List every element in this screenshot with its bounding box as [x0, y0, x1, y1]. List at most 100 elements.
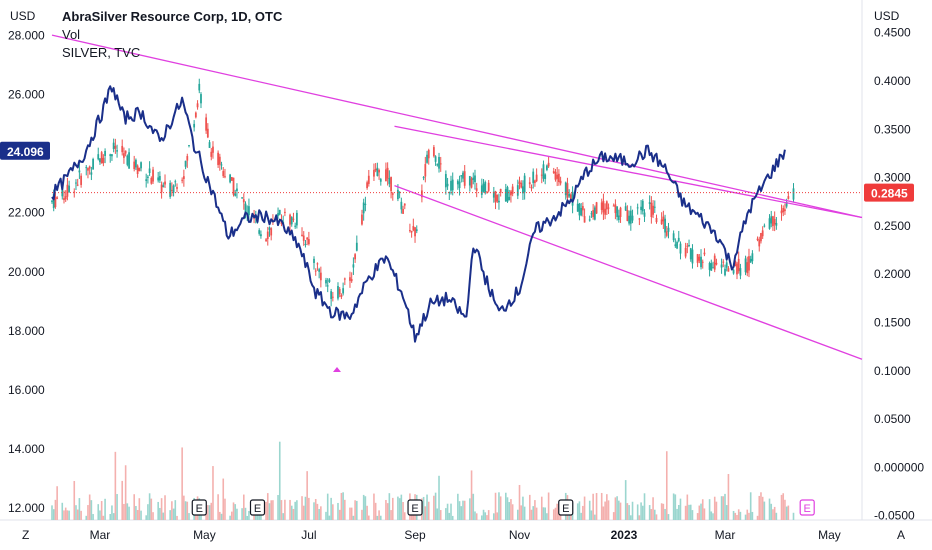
- trendlines[interactable]: [51, 34, 863, 360]
- candle-body: [588, 219, 591, 221]
- candle-body: [470, 178, 473, 188]
- volume-label[interactable]: Vol: [62, 27, 81, 42]
- volume-bar: [181, 447, 183, 520]
- candle-body: [146, 176, 149, 178]
- candle-body: [773, 219, 776, 225]
- volume-bar: [602, 506, 605, 520]
- volume-bar: [546, 513, 548, 520]
- volume-bar: [772, 509, 774, 520]
- volume-bar: [715, 501, 718, 520]
- volume-bar: [487, 510, 490, 520]
- candle-body: [292, 218, 295, 220]
- volume-bar: [606, 494, 608, 520]
- volume-bar: [92, 514, 94, 520]
- volume-bar: [85, 515, 88, 520]
- volume-bar: [576, 503, 579, 520]
- candle-body: [420, 190, 423, 198]
- volume-bar: [150, 498, 153, 520]
- volume-bar: [391, 497, 394, 520]
- candle-body: [278, 209, 281, 215]
- candle-body: [194, 112, 197, 118]
- volume-bar: [68, 510, 70, 520]
- volume-bar: [368, 515, 370, 520]
- volume-bar: [592, 493, 594, 520]
- volume-bar: [220, 513, 223, 520]
- candle-body: [220, 164, 223, 166]
- candle-body: [330, 291, 333, 299]
- candle-body: [112, 142, 115, 150]
- candle-body: [460, 175, 463, 177]
- volume-bar: [511, 504, 514, 520]
- volume-bar: [542, 507, 545, 520]
- candle-body: [583, 216, 586, 223]
- volume-bar: [710, 511, 713, 520]
- candle-body: [540, 174, 543, 176]
- volume-bar: [484, 512, 487, 520]
- candle-body: [677, 237, 680, 242]
- candle-body: [542, 164, 545, 179]
- overlay-label[interactable]: SILVER, TVC: [62, 45, 141, 60]
- volume-bar: [496, 512, 499, 520]
- right-tick-label: 0.3500: [874, 122, 911, 136]
- volume-bar: [686, 494, 689, 520]
- volume-bar: [556, 503, 558, 520]
- silver-last-value: 24.096: [7, 145, 44, 159]
- earnings-marker: [799, 499, 815, 516]
- candle-body: [295, 212, 298, 226]
- zoom-toggle-button[interactable]: Z: [22, 528, 30, 542]
- volume-bar: [210, 502, 213, 520]
- symbol-title[interactable]: AbraSilver Resource Corp, 1D, OTC: [62, 9, 283, 24]
- volume-bar: [88, 494, 91, 520]
- volume-bar: [169, 510, 171, 520]
- candle-body: [653, 206, 656, 208]
- candle-body: [164, 181, 166, 185]
- volume-bar: [344, 499, 346, 520]
- volume-bar: [188, 513, 190, 520]
- candle-body: [686, 245, 689, 247]
- right-axis-unit: USD: [874, 9, 900, 23]
- candle-body: [205, 117, 208, 131]
- candle-body: [624, 206, 627, 211]
- volume-bar: [51, 505, 53, 520]
- candle-body: [398, 191, 401, 193]
- volume-bar: [123, 503, 125, 520]
- volume-bar: [364, 496, 367, 520]
- volume-bar: [534, 500, 536, 520]
- volume-bar: [90, 500, 93, 520]
- volume-bar: [378, 510, 380, 520]
- volume-bar: [99, 510, 101, 520]
- candle-body: [763, 225, 766, 227]
- candle-body: [352, 264, 355, 268]
- candle-body: [123, 153, 125, 158]
- candle-body: [689, 248, 692, 260]
- candle-body: [432, 147, 435, 157]
- candle-body: [366, 182, 368, 189]
- candle-body: [386, 167, 389, 179]
- volume-bar: [653, 509, 656, 520]
- volume-bar: [121, 480, 124, 520]
- candle-body: [456, 180, 459, 185]
- volume-bar: [302, 505, 305, 520]
- earnings-marker-label: E: [562, 503, 569, 515]
- volume-bar: [628, 505, 630, 520]
- volume-bar: [470, 470, 473, 520]
- volume-bar: [361, 509, 363, 520]
- candle-body: [343, 278, 346, 280]
- candle-body: [530, 187, 533, 189]
- volume-bar: [475, 513, 478, 520]
- volume-bar: [578, 501, 581, 520]
- volume-bar: [696, 513, 699, 520]
- volume-bar: [280, 500, 283, 520]
- candle-body: [578, 203, 581, 216]
- candle-body: [304, 243, 307, 245]
- volume-bar: [737, 509, 740, 520]
- volume-bar: [506, 497, 509, 520]
- candle-body: [667, 227, 670, 232]
- volume-bar: [352, 515, 355, 520]
- candle-body: [198, 83, 201, 91]
- auto-scale-button[interactable]: A: [897, 528, 906, 542]
- volume-bar: [208, 505, 211, 520]
- volume-bar: [402, 502, 404, 520]
- candle-body: [248, 206, 250, 216]
